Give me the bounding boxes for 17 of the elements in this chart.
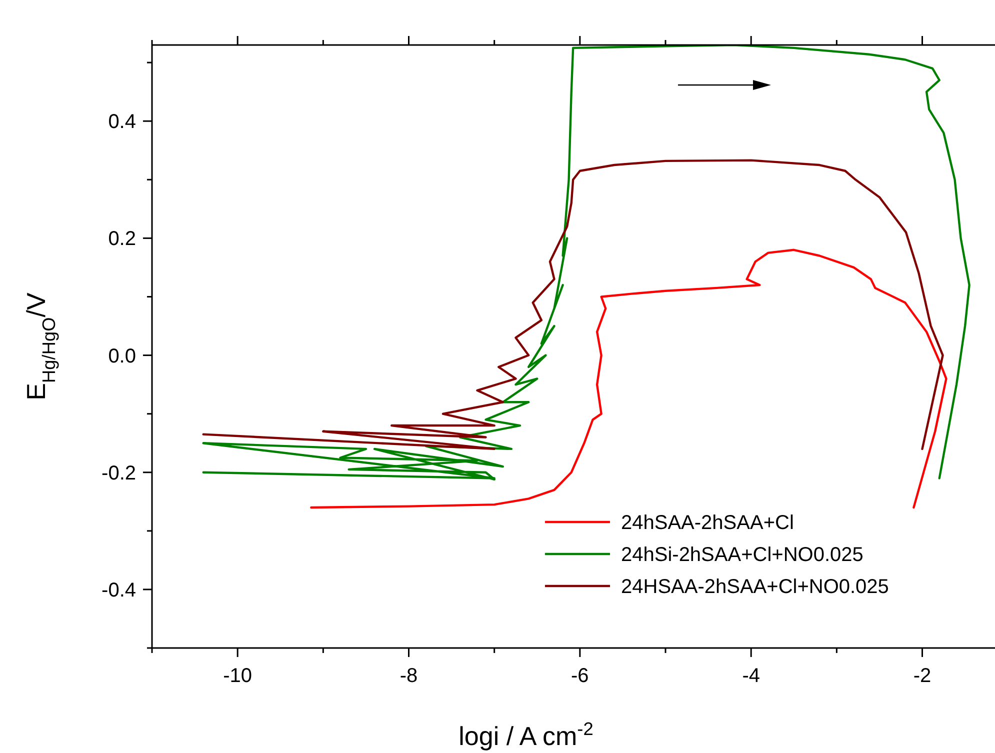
y-tick-label: 0.4 bbox=[108, 111, 136, 134]
line-series bbox=[202, 45, 970, 480]
legend-label: 24hSi-2hSAA+Cl+NO0.025 bbox=[621, 544, 864, 566]
x-tick-label: -8 bbox=[400, 665, 418, 687]
legend-label: 24HSAA-2hSAA+Cl+NO0.025 bbox=[621, 576, 889, 598]
x-tick-label: -10 bbox=[223, 665, 252, 687]
x-axis-title: logi / A cm$^{-2}$ bbox=[458, 719, 594, 751]
x-tick-label: -2 bbox=[913, 665, 932, 687]
line-series bbox=[202, 159, 944, 450]
legend-label: 24hSAA-2hSAA+Cl bbox=[621, 512, 794, 534]
x-tick-label: -6 bbox=[571, 665, 589, 687]
y-tick-label: -0.4 bbox=[102, 579, 136, 602]
y-tick-label: 0.0 bbox=[108, 345, 136, 368]
y-tick-label: -0.2 bbox=[102, 462, 136, 484]
x-tick-label: -4 bbox=[742, 665, 760, 687]
y-tick-label: 0.2 bbox=[108, 228, 136, 250]
line-series bbox=[310, 248, 948, 509]
